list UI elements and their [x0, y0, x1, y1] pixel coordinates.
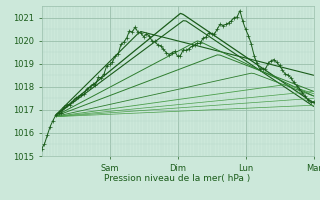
- X-axis label: Pression niveau de la mer( hPa ): Pression niveau de la mer( hPa ): [104, 174, 251, 183]
